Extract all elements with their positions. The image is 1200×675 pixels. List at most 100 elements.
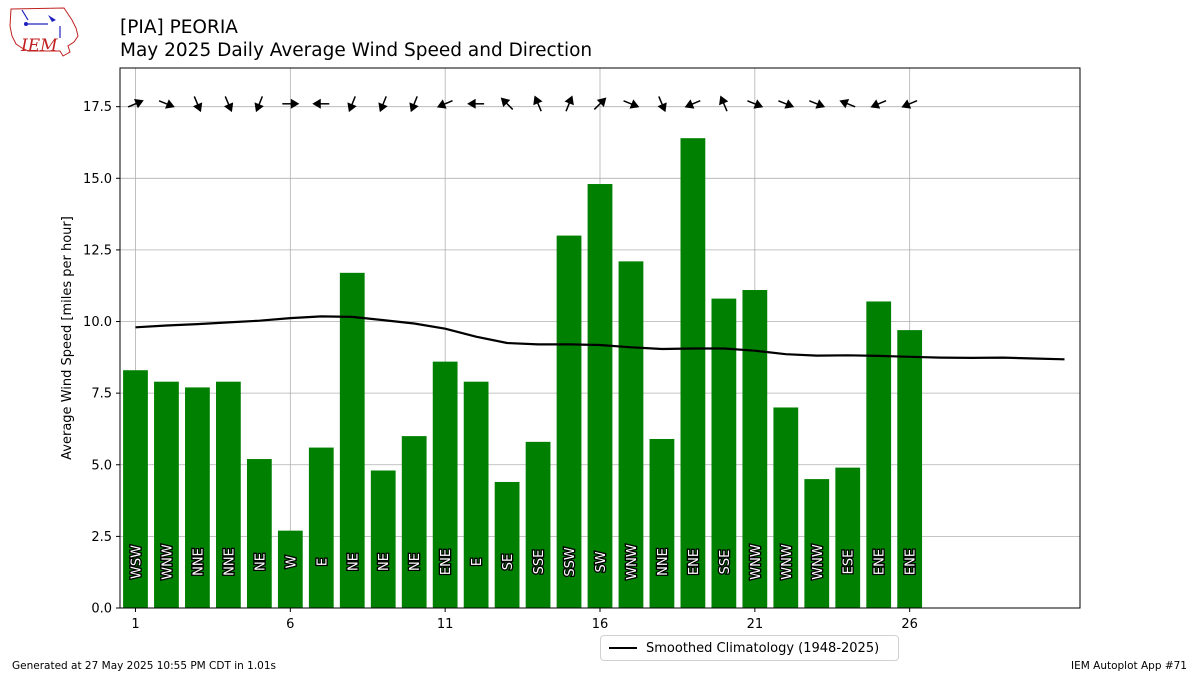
- wind-arrow-shaft: [443, 99, 453, 106]
- wind-arrow-head: [290, 98, 300, 109]
- wind-arrow-head: [347, 102, 357, 113]
- generated-timestamp: Generated at 27 May 2025 10:55 PM CDT in…: [12, 660, 276, 672]
- wind-direction-arrow: [747, 99, 764, 109]
- wind-arrow-head: [133, 99, 144, 109]
- chart-title-station: [PIA] PEORIA: [120, 17, 238, 38]
- wind-direction-arrow: [223, 96, 234, 113]
- wind-direction-label: ENE: [873, 549, 888, 575]
- legend-climatology-label: Smoothed Climatology (1948-2025): [646, 640, 880, 656]
- wind-speed-bar: [742, 290, 768, 608]
- wind-speed-bar: [897, 330, 923, 608]
- wind-direction-arrow: [500, 97, 514, 110]
- wind-direction-arrow: [467, 98, 485, 109]
- x-tick-label: 11: [437, 617, 454, 630]
- wind-speed-bar: [339, 272, 365, 608]
- wind-arrow-head: [564, 95, 574, 106]
- wind-speed-bar: [370, 470, 396, 608]
- wind-direction-arrow: [254, 96, 264, 113]
- wind-arrow-head: [870, 99, 881, 109]
- wind-arrow-shaft: [127, 102, 138, 108]
- wind-speed-bar: [463, 381, 489, 608]
- wind-speed-bar: [401, 436, 427, 608]
- wind-direction-arrow: [839, 98, 856, 109]
- wind-arrow-head: [409, 102, 419, 113]
- wind-speed-bar: [246, 459, 272, 608]
- wind-arrow-shaft: [381, 96, 387, 106]
- y-tick-label: 15.0: [83, 172, 112, 187]
- y-axis-label: Average Wind Speed [miles per hour]: [60, 216, 75, 460]
- wind-direction-label: WNW: [749, 544, 764, 580]
- wind-direction-label: ENE: [439, 549, 454, 575]
- wind-direction-arrow: [436, 99, 453, 109]
- wind-direction-label: WNW: [811, 544, 826, 580]
- wind-speed-chart: WSW WNW NNE NNE NE W E NE NE NE ENE E SE SSE SSW SW WNW N…: [60, 67, 1081, 630]
- wind-speed-bar: [649, 438, 675, 608]
- wind-arrow-head: [223, 102, 234, 113]
- wind-direction-label: NE: [346, 553, 361, 571]
- iem-logo: IEM: [9, 7, 79, 57]
- wind-direction-arrow: [809, 99, 826, 109]
- wind-direction-label: SE: [501, 554, 516, 570]
- wind-direction-arrow: [870, 99, 887, 109]
- wind-direction-arrow: [193, 96, 203, 113]
- wind-direction-label: SSE: [532, 550, 547, 575]
- wind-direction-arrow: [347, 96, 357, 113]
- x-tick-label: 16: [592, 617, 609, 630]
- wind-arrow-head: [193, 102, 203, 113]
- wind-arrow-head: [500, 97, 511, 107]
- wind-speed-bar: [866, 301, 892, 608]
- wind-speed-bar: [123, 370, 148, 608]
- wind-arrow-shaft: [690, 99, 701, 106]
- wind-arrow-shaft: [876, 99, 887, 106]
- wind-speed-bar: [432, 361, 458, 608]
- wind-arrow-shaft: [747, 100, 757, 106]
- wind-direction-label: WNW: [625, 544, 640, 580]
- wind-speed-bar: [154, 381, 179, 608]
- chart-legend: Smoothed Climatology (1948-2025): [600, 635, 899, 661]
- wind-speed-bar: [835, 467, 861, 608]
- wind-direction-arrow: [564, 95, 574, 112]
- wind-direction-arrow: [409, 96, 419, 113]
- wind-arrow-shaft: [593, 101, 602, 110]
- wind-arrow-shaft: [565, 101, 571, 112]
- wind-arrow-head: [533, 95, 543, 106]
- wind-direction-label: W: [284, 555, 299, 568]
- wind-arrow-shaft: [193, 96, 199, 106]
- wind-direction-label: SW: [594, 551, 609, 572]
- wind-arrow-shaft: [412, 96, 418, 106]
- wind-direction-arrow: [533, 95, 543, 112]
- wind-direction-label: ENE: [904, 549, 919, 575]
- wind-direction-arrow: [378, 96, 388, 113]
- wind-speed-bar: [216, 381, 241, 608]
- y-tick-label: 10.0: [83, 315, 112, 330]
- wind-direction-arrow: [684, 99, 701, 109]
- wind-direction-label: WSW: [129, 545, 144, 579]
- wind-arrow-head: [467, 98, 476, 109]
- autoplot-app-id: IEM Autoplot App #71: [1071, 660, 1187, 672]
- wind-direction-arrow: [312, 98, 330, 109]
- wind-direction-arrow: [158, 99, 175, 109]
- wind-arrow-head: [719, 95, 729, 106]
- wind-direction-label: SSE: [718, 550, 733, 575]
- wind-speed-bar: [525, 441, 551, 608]
- wind-speed-bar: [308, 447, 334, 608]
- wind-arrow-shaft: [623, 100, 634, 106]
- wind-arrow-head: [629, 99, 640, 109]
- wind-direction-label: NE: [377, 553, 392, 571]
- wind-arrow-head: [436, 99, 447, 109]
- wind-arrow-head: [378, 102, 388, 113]
- climatology-line: [135, 315, 1065, 361]
- y-tick-label: 2.5: [91, 530, 112, 545]
- y-tick-label: 0.0: [91, 602, 112, 617]
- x-tick-label: 26: [901, 617, 918, 630]
- wind-speed-bar: [556, 235, 582, 608]
- wind-speed-bar: [680, 138, 706, 608]
- wind-direction-arrow: [127, 99, 144, 109]
- wind-speed-bar: [804, 479, 830, 608]
- x-tick-label: 1: [131, 617, 139, 630]
- y-tick-label: 7.5: [91, 387, 112, 402]
- wind-arrow-shaft: [809, 100, 819, 106]
- wind-arrow-shaft: [350, 96, 356, 106]
- wind-direction-label: NNE: [222, 548, 237, 576]
- wind-arrow-head: [753, 99, 764, 109]
